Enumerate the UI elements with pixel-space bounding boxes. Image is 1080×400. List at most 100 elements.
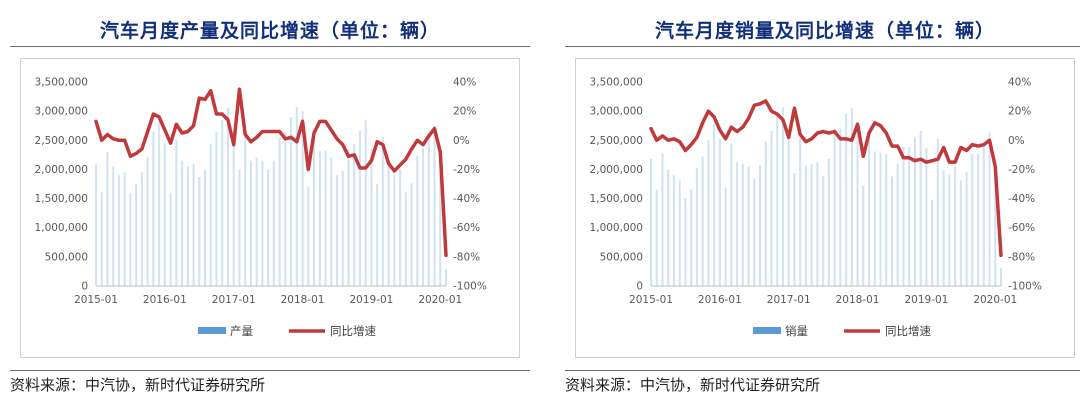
bar <box>439 172 442 286</box>
production-chart: 0 500,000 1,000,000 1,500,000 2,000,000 2,500… <box>35 77 487 339</box>
y-right-tick-label: -40% <box>453 193 480 205</box>
bar <box>942 170 945 286</box>
chart-panel-production: 汽车月度产量及同比增速（单位：辆） 0 500,000 1,000,000 1,500… <box>10 0 530 400</box>
x-tick-label: 2016-01 <box>143 294 187 306</box>
bar <box>198 177 201 286</box>
bar <box>376 184 379 286</box>
bar <box>284 132 287 286</box>
bar <box>249 160 252 286</box>
bar <box>192 163 195 286</box>
bar <box>404 192 407 286</box>
x-tick-label: 2017-01 <box>212 294 256 306</box>
y-right-tick-label: -80% <box>1008 251 1035 263</box>
bar <box>226 107 229 287</box>
bar <box>701 156 704 286</box>
source-note: 资料来源：中汽协，新时代证券研究所 <box>10 376 266 394</box>
bar <box>393 174 396 286</box>
y-right-tick-label: 20% <box>1008 106 1031 118</box>
x-tick-label: 2016-01 <box>698 294 742 306</box>
bar <box>318 150 321 286</box>
bar <box>827 158 830 286</box>
bar <box>730 143 733 286</box>
bar <box>330 157 333 286</box>
bar <box>135 184 138 286</box>
legend-label: 销量 <box>785 324 808 338</box>
bar <box>272 160 275 286</box>
y-right-tick-label: -60% <box>1008 222 1035 234</box>
y-left-tick-label: 2,000,000 <box>35 164 88 176</box>
bar <box>158 121 161 286</box>
bar <box>358 130 361 286</box>
sales-chart: 0 500,000 1,000,000 1,500,000 2,000,000 2,500… <box>590 77 1042 339</box>
bar <box>313 131 316 286</box>
bar <box>422 148 425 286</box>
bar <box>908 147 911 286</box>
y-right-tick-label: -100% <box>453 281 487 293</box>
bar <box>902 146 905 286</box>
y-right-tick-label: 20% <box>453 106 476 118</box>
bar <box>410 183 413 286</box>
x-tick-label: 2018-01 <box>281 294 325 306</box>
x-tick-label: 2017-01 <box>767 294 811 306</box>
bar <box>885 153 888 286</box>
legend-label: 同比增速 <box>330 324 376 338</box>
bar <box>764 141 767 286</box>
x-tick-label: 2018-01 <box>836 294 880 306</box>
y-left-tick-label: 1,500,000 <box>35 193 88 205</box>
bar <box>736 162 739 286</box>
bar <box>931 199 934 286</box>
title-rule <box>565 46 1080 47</box>
y-left-tick-label: 2,500,000 <box>35 135 88 147</box>
bar <box>999 267 1003 286</box>
bar <box>868 131 871 286</box>
x-tick-label: 2015-01 <box>629 294 673 306</box>
bar <box>873 151 876 286</box>
bottom-rule <box>565 370 1080 371</box>
series-line <box>649 99 1003 258</box>
chart-box: 0 500,000 1,000,000 1,500,000 2,000,000 2,500… <box>575 58 1075 358</box>
legend-swatch-bar <box>198 327 226 334</box>
bar <box>267 169 270 286</box>
bar <box>982 143 985 286</box>
bar <box>724 187 727 286</box>
bar <box>690 189 693 286</box>
bar <box>896 163 899 286</box>
bar <box>661 153 664 286</box>
bar <box>175 139 178 286</box>
bar <box>278 137 281 286</box>
bar <box>324 150 327 286</box>
bar <box>112 166 115 286</box>
bar <box>387 166 390 286</box>
y-left-tick-label: 1,000,000 <box>590 222 643 234</box>
bar <box>364 119 367 286</box>
legend-swatch-bar <box>753 327 781 334</box>
bar <box>290 116 293 286</box>
bar <box>117 175 120 286</box>
bar <box>146 157 149 286</box>
y-right-tick-label: 40% <box>1008 77 1031 89</box>
bar <box>959 180 962 286</box>
bar <box>879 152 882 286</box>
y-left-tick-label: 1,000,000 <box>35 222 88 234</box>
bar <box>936 139 939 286</box>
chart-title: 汽车月度产量及同比增速（单位：辆） <box>99 20 440 42</box>
bar <box>948 174 951 286</box>
bar <box>427 133 430 286</box>
bar <box>381 136 384 286</box>
y-right-tick-label: -20% <box>453 164 480 176</box>
bar <box>678 180 681 286</box>
x-tick-label: 2015-01 <box>74 294 118 306</box>
y-right-tick-label: -80% <box>453 251 480 263</box>
y-right-tick-label: -60% <box>453 222 480 234</box>
bar <box>169 192 172 286</box>
bar <box>793 172 796 286</box>
bar <box>140 172 143 286</box>
x-tick-label: 2020-01 <box>418 294 462 306</box>
bar <box>890 176 894 286</box>
legend-label: 同比增速 <box>885 324 931 338</box>
source-note: 资料来源：中汽协，新时代证券研究所 <box>565 376 821 394</box>
y-left-tick-label: 0 <box>636 281 643 293</box>
y-left-tick-label: 3,500,000 <box>590 77 643 89</box>
bar <box>238 169 241 286</box>
bar <box>672 175 675 286</box>
